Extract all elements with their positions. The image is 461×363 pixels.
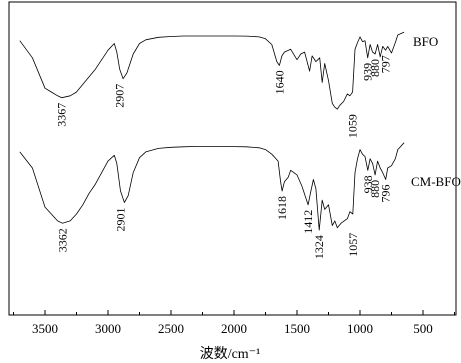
spectra bbox=[19, 31, 405, 231]
peak-label: 938 bbox=[361, 175, 375, 193]
peak-label: 3367 bbox=[55, 103, 69, 127]
peak-label: 797 bbox=[379, 55, 393, 73]
x-tick-label: 2000 bbox=[221, 321, 247, 336]
series-label: BFO bbox=[413, 34, 438, 49]
x-tick-label: 1500 bbox=[284, 321, 310, 336]
peak-label: 2901 bbox=[113, 208, 127, 232]
x-tick-label: 2500 bbox=[158, 321, 184, 336]
x-tick-label: 3500 bbox=[32, 321, 58, 336]
peak-label: 3362 bbox=[55, 228, 69, 252]
peak-label: 1324 bbox=[312, 235, 326, 259]
x-axis-ticks: 3500 3000 2500 2000 1500 1000 500 bbox=[13, 310, 455, 336]
series-label: CM-BFO bbox=[411, 174, 461, 189]
x-tick-label: 1000 bbox=[347, 321, 373, 336]
peak-label: 880 bbox=[368, 59, 382, 77]
peak-label: 880 bbox=[368, 180, 382, 198]
peak-label: 939 bbox=[361, 63, 375, 81]
peak-label: 1618 bbox=[275, 196, 289, 220]
x-tick-label: 3000 bbox=[95, 321, 121, 336]
spectrum-line-bfo bbox=[19, 31, 405, 110]
peak-label: 1412 bbox=[301, 210, 315, 234]
series-labels: BFO CM-BFO bbox=[411, 34, 461, 189]
peak-label: 796 bbox=[379, 185, 393, 203]
x-tick-label: 500 bbox=[413, 321, 433, 336]
spectrum-line-cm-bfo bbox=[19, 142, 405, 231]
plot-frame bbox=[8, 1, 457, 316]
x-axis-label: 波数/cm⁻¹ bbox=[200, 346, 261, 362]
peak-label: 1057 bbox=[346, 233, 360, 257]
peak-label: 1640 bbox=[272, 70, 286, 94]
peak-label: 1059 bbox=[346, 114, 360, 138]
peak-label: 2907 bbox=[113, 84, 127, 108]
